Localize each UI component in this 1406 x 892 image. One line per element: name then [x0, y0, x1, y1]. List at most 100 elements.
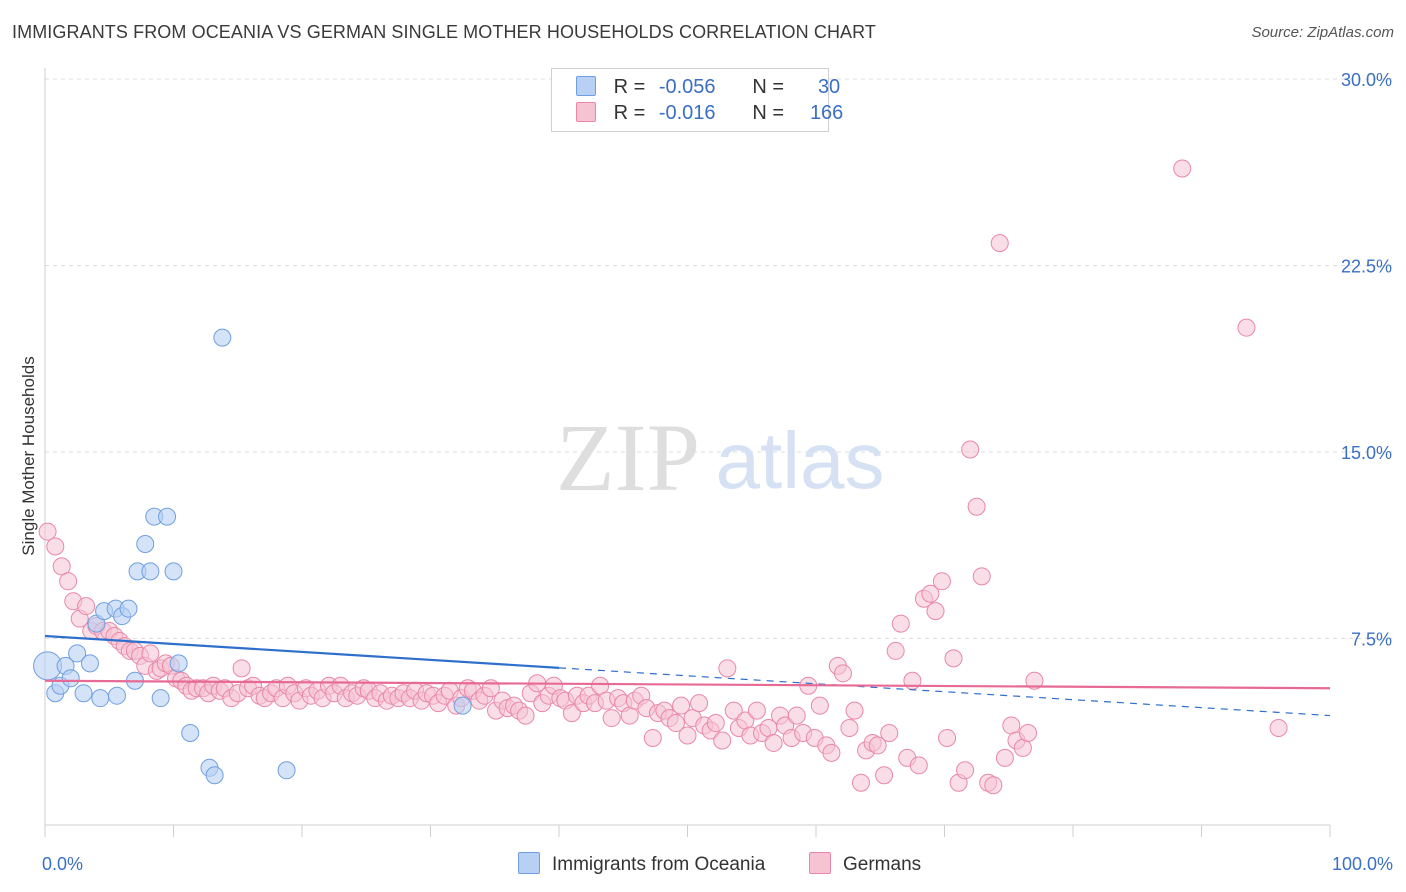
legend-n-value: 30: [817, 76, 841, 98]
legend-row-germans: R = -0.016 N = 166: [576, 102, 843, 128]
data-point: [205, 766, 224, 785]
legend-r-value: -0.056: [658, 76, 716, 98]
data-point: [718, 659, 737, 678]
data-point: [845, 701, 864, 720]
data-point: [453, 696, 472, 715]
legend-item-germans: Germans: [809, 852, 921, 876]
data-point: [107, 686, 126, 705]
data-point: [840, 719, 859, 738]
legend-swatch-germans: [809, 852, 831, 874]
stats-legend: R = -0.056 N = 30 R = -0.016 N = 166: [551, 68, 843, 132]
legend-swatch-oceania: [576, 76, 596, 96]
grid-layer: [45, 78, 1392, 639]
data-point: [80, 654, 99, 673]
data-point: [68, 644, 87, 663]
data-point: [787, 706, 806, 725]
data-point: [967, 497, 986, 516]
data-point: [868, 736, 887, 755]
data-point: [678, 726, 697, 745]
data-point: [944, 649, 963, 668]
data-point: [141, 644, 160, 663]
data-point: [158, 507, 177, 526]
legend-n-value: 166: [809, 102, 844, 124]
data-point: [91, 689, 110, 708]
data-point: [136, 535, 155, 554]
data-point: [875, 766, 894, 785]
data-point: [38, 522, 57, 541]
data-point: [77, 597, 96, 616]
y-axis-label: Single Mother Households: [19, 356, 38, 555]
data-point: [169, 654, 188, 673]
y-tick-label: 7.5%: [1351, 630, 1392, 650]
data-point: [59, 572, 78, 591]
data-point: [119, 599, 138, 618]
data-point: [1002, 716, 1021, 735]
trend-lines: [44, 634, 1331, 717]
data-point: [1019, 723, 1038, 742]
y-tick-label: 15.0%: [1341, 443, 1392, 463]
data-point: [46, 537, 65, 556]
data-point: [833, 664, 852, 683]
source-label: Source: ZipAtlas.com: [1251, 24, 1394, 41]
legend-n-label: N =: [752, 76, 785, 98]
data-point: [1237, 318, 1256, 337]
data-point: [921, 584, 940, 603]
data-point: [672, 696, 691, 715]
axes-layer: [44, 68, 1331, 837]
data-point: [822, 743, 841, 762]
x-tick-label: 100.0%: [1332, 854, 1393, 874]
legend-swatch-oceania: [518, 852, 540, 874]
data-point: [61, 669, 80, 688]
legend-n-label: N =: [752, 102, 785, 124]
data-point: [995, 748, 1014, 767]
data-point: [886, 641, 905, 660]
data-point: [956, 761, 975, 780]
legend-row-oceania: R = -0.056 N = 30: [576, 76, 840, 102]
watermark-zip: ZIP: [556, 404, 700, 511]
legend-r-value: -0.016: [658, 102, 716, 124]
data-point: [972, 567, 991, 586]
data-point: [591, 676, 610, 695]
data-point: [1173, 159, 1192, 178]
oceania-trend-line: [44, 634, 560, 669]
data-point: [984, 776, 1003, 795]
data-point: [620, 706, 639, 725]
data-point: [643, 728, 662, 747]
data-point: [909, 756, 928, 775]
data-point: [181, 723, 200, 742]
oceania-trend-extension: [558, 667, 1331, 717]
y-tick-label: 22.5%: [1341, 257, 1392, 277]
data-point: [990, 234, 1009, 253]
data-point: [151, 689, 170, 708]
data-point: [932, 572, 951, 591]
data-point: [713, 731, 732, 750]
legend-r-label: R =: [613, 102, 646, 124]
legend-item-oceania: Immigrants from Oceania: [518, 852, 765, 876]
data-point: [891, 614, 910, 633]
data-point: [1013, 738, 1032, 757]
data-point: [141, 562, 160, 581]
oceania-points: [33, 328, 472, 785]
germans-trend-line: [44, 679, 1331, 690]
legend-label-oceania: Immigrants from Oceania: [552, 854, 766, 875]
data-point: [810, 696, 829, 715]
data-point: [764, 733, 783, 752]
tick-labels: 7.5% 15.0% 22.5% 30.0% 0.0% 100.0%: [42, 70, 1393, 874]
data-point: [52, 557, 71, 576]
legend-swatch-germans: [576, 102, 596, 122]
data-point: [666, 714, 685, 733]
data-point: [1269, 719, 1288, 738]
legend-r-label: R =: [613, 76, 646, 98]
y-tick-label: 30.0%: [1341, 70, 1392, 90]
data-point: [880, 723, 899, 742]
data-point: [938, 728, 957, 747]
data-point: [690, 694, 709, 713]
chart-title: IMMIGRANTS FROM OCEANIA VS GERMAN SINGLE…: [12, 22, 877, 42]
data-point: [74, 684, 93, 703]
germans-points: [38, 159, 1288, 795]
data-point: [724, 701, 743, 720]
x-tick-label: 0.0%: [42, 854, 83, 874]
data-point: [1025, 671, 1044, 690]
data-point: [961, 440, 980, 459]
